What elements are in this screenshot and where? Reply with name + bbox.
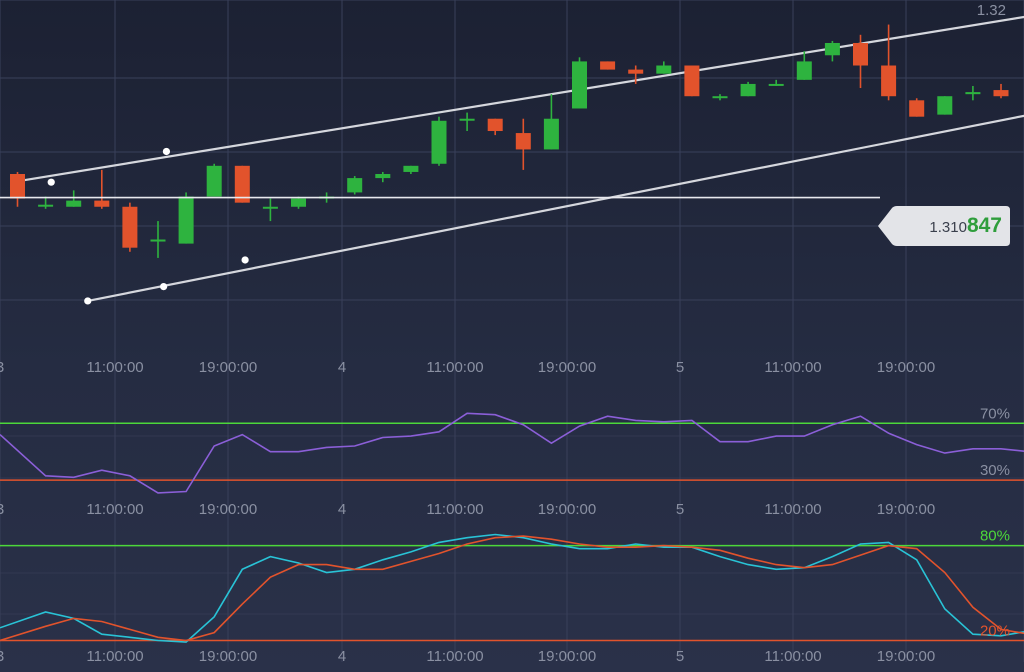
time-axis-label: 11:00:00: [426, 648, 483, 665]
time-axis-label: 4: [338, 648, 346, 665]
time-axis-label: 11:00:00: [86, 359, 143, 376]
time-axis-label: 19:00:00: [199, 501, 257, 518]
candle-body-bull: [150, 239, 166, 242]
time-axis-label: 11:00:00: [426, 359, 483, 376]
time-axis-label: 19:00:00: [538, 501, 596, 518]
candle-body-bear: [515, 133, 531, 150]
channel-anchor-point: [162, 147, 171, 156]
candle-body-bear: [909, 100, 925, 117]
candle-body-bear: [600, 61, 616, 70]
rsi-lower-level-label: 30%: [980, 462, 1010, 479]
rsi-panel: [0, 412, 1024, 494]
time-axis-label: 5: [676, 359, 684, 376]
time-axis-label: 19:00:00: [877, 648, 935, 665]
stochastic-k-line: [0, 533, 1024, 643]
time-axis-label: 3: [0, 501, 4, 518]
price-axis-label: 1.32: [977, 2, 1006, 19]
time-axis-label: 3: [0, 648, 4, 665]
time-axis-label: 11:00:00: [86, 501, 143, 518]
candle-body-bull: [824, 42, 840, 56]
channel-anchor-point: [47, 178, 55, 186]
candle-body-bull: [262, 206, 278, 209]
candle-body-bear: [122, 206, 138, 248]
time-axis-label: 11:00:00: [86, 648, 143, 665]
time-axis-label: 19:00:00: [538, 359, 596, 376]
candle-body-bull: [712, 96, 728, 99]
current-price-tag: 1.310847: [878, 206, 1010, 246]
channel-anchor-point: [84, 297, 92, 305]
stochastic-lower-level-label: 20%: [980, 623, 1010, 640]
trend-channel[interactable]: [11, 14, 1024, 305]
candle-body-bear: [10, 174, 25, 199]
candle-body-bull: [572, 61, 587, 109]
stochastic-panel: [0, 533, 1024, 643]
candle-body-bull: [403, 165, 419, 172]
rsi-line: [0, 412, 1024, 494]
candle-body-bear: [684, 65, 700, 97]
candle-body-bear: [94, 200, 110, 207]
candle-body-bull: [965, 92, 981, 95]
rsi-upper-level-label: 70%: [980, 405, 1010, 422]
channel-upper-line: [11, 15, 1024, 184]
time-axis-label: 19:00:00: [199, 648, 257, 665]
candle-body-bull: [543, 118, 559, 150]
current-price-fraction: 847: [966, 214, 1002, 237]
candle-body-bull: [206, 165, 222, 197]
time-axis-label: 11:00:00: [764, 648, 821, 665]
candle-body-bear: [993, 90, 1009, 97]
candle-body-bull: [796, 61, 812, 80]
time-axis-label: 5: [676, 648, 684, 665]
candle-body-bull: [66, 200, 82, 207]
candle-body-bear: [234, 165, 250, 203]
time-axis-label: 11:00:00: [764, 359, 821, 376]
candle-body-bull: [178, 196, 194, 244]
time-axis-label: 3: [0, 359, 4, 376]
channel-anchor-point: [241, 256, 249, 264]
time-axis-label: 11:00:00: [764, 501, 821, 518]
candle-body-bull: [656, 65, 672, 74]
axis-labels: 1.32 70% 30% 80% 20% 3 11:00:00 19:00:00 4 11:00:…: [0, 2, 1010, 665]
time-axis-label: 5: [676, 501, 684, 518]
current-price-base: 1.310: [929, 219, 967, 236]
candle-body-bear: [628, 69, 644, 74]
candles: [10, 24, 1009, 258]
stochastic-upper-level-label: 80%: [980, 528, 1010, 545]
candle-body-bull: [740, 83, 756, 97]
candle-body-bull: [38, 204, 54, 207]
candle-body-bull: [768, 83, 784, 86]
candle-body-bull: [459, 118, 475, 121]
candle-body-bull: [347, 178, 363, 193]
time-axis-label: 19:00:00: [877, 501, 935, 518]
time-axis-label: 19:00:00: [538, 648, 596, 665]
candle-body-bull: [375, 174, 391, 179]
time-axis-label: 4: [338, 501, 346, 518]
channel-anchor-point: [160, 282, 168, 291]
time-axis-label: 19:00:00: [877, 359, 935, 376]
candle-body-bear: [487, 118, 503, 132]
price-tag-shape: [878, 206, 1010, 246]
candle-body-bull: [291, 198, 306, 207]
candle-body-bear: [881, 65, 897, 97]
stochastic-d-line: [0, 535, 1024, 642]
time-axis-label: 19:00:00: [199, 359, 257, 376]
candle-body-bear: [853, 42, 868, 66]
candle-body-bull: [431, 120, 447, 164]
time-axis-label: 4: [338, 359, 346, 376]
candle-body-bull: [937, 96, 953, 115]
time-axis-label: 11:00:00: [426, 501, 483, 518]
channel-lower-line: [87, 114, 1024, 302]
